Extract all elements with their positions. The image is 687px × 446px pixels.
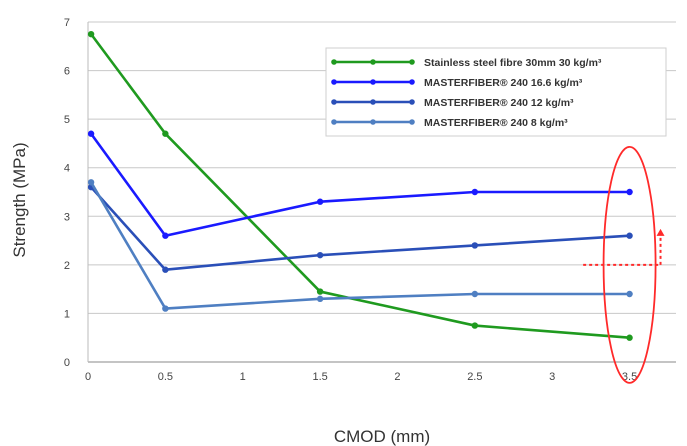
series-2	[87, 183, 633, 273]
legend-marker	[331, 99, 337, 105]
y-tick-label: 1	[64, 308, 70, 320]
legend-item-2: MASTERFIBER® 240 12 kg/m³	[331, 97, 574, 109]
legend-marker	[370, 99, 376, 105]
data-point	[626, 334, 633, 341]
legend-marker	[331, 59, 337, 65]
legend-label: MASTERFIBER® 240 12 kg/m³	[424, 97, 574, 109]
legend-marker	[370, 119, 376, 125]
series-line	[90, 132, 630, 238]
data-point	[162, 232, 169, 239]
legend-item-3: MASTERFIBER® 240 8 kg/m³	[331, 117, 568, 129]
series-layer	[87, 30, 633, 341]
data-point	[471, 290, 479, 298]
data-point	[87, 130, 95, 137]
data-point	[316, 198, 324, 205]
series-0	[87, 30, 633, 341]
x-axis-label: CMOD (mm)	[334, 427, 430, 446]
y-tick-label: 6	[64, 66, 70, 78]
legend-marker	[409, 59, 415, 65]
series-1	[87, 130, 633, 239]
y-tick-label: 0	[64, 357, 70, 369]
data-point	[87, 179, 95, 186]
data-point	[316, 295, 324, 303]
y-tick-label: 7	[64, 17, 70, 29]
legend-label: Stainless steel fibre 30mm 30 kg/m³	[424, 57, 602, 69]
data-point	[626, 290, 633, 298]
legend-marker	[331, 119, 337, 125]
legend-marker	[409, 119, 415, 125]
legend-marker	[370, 79, 376, 85]
x-tick-label: 2.5	[467, 371, 482, 383]
x-tick-label: 1.5	[312, 371, 327, 383]
x-tick-label: 1	[240, 371, 246, 383]
legend-item-0: Stainless steel fibre 30mm 30 kg/m³	[331, 57, 602, 69]
x-tick-label: 3.5	[622, 371, 637, 383]
data-point	[471, 322, 479, 329]
x-tick-label: 0	[85, 371, 91, 383]
data-point	[162, 266, 169, 273]
legend-item-1: MASTERFIBER® 240 16.6 kg/m³	[331, 77, 583, 89]
data-point	[162, 305, 169, 312]
series-3	[87, 179, 633, 312]
y-axis-label: Strength (MPa)	[10, 142, 29, 257]
legend-marker	[409, 79, 415, 85]
y-tick-label: 2	[64, 260, 70, 272]
legend-label: MASTERFIBER® 240 16.6 kg/m³	[424, 77, 583, 89]
y-tick-label: 3	[64, 211, 70, 223]
legend-marker	[409, 99, 415, 105]
legend-marker	[331, 79, 337, 85]
legend-label: MASTERFIBER® 240 8 kg/m³	[424, 117, 568, 129]
data-point	[162, 130, 169, 137]
y-tick-label: 5	[64, 114, 70, 126]
data-point	[316, 288, 324, 295]
legend-marker	[370, 59, 376, 65]
x-tick-label: 3	[549, 371, 555, 383]
legend: Stainless steel fibre 30mm 30 kg/m³ MASTE…	[325, 47, 667, 137]
arrow-head	[656, 228, 665, 236]
data-point	[626, 188, 633, 196]
data-point	[626, 232, 633, 239]
y-tick-label: 4	[64, 163, 70, 175]
data-point	[316, 251, 324, 259]
data-point	[471, 242, 479, 249]
data-point	[471, 188, 479, 196]
data-point	[87, 30, 95, 38]
x-tick-label: 2	[394, 371, 400, 383]
series-line	[89, 181, 630, 310]
axes: 0 1 2 3 4 5 6 7 0 0.5 1 1.5 2 2.5 3 3.5	[64, 17, 676, 383]
annotation-layer	[583, 145, 665, 384]
x-tick-label: 0.5	[158, 371, 173, 383]
